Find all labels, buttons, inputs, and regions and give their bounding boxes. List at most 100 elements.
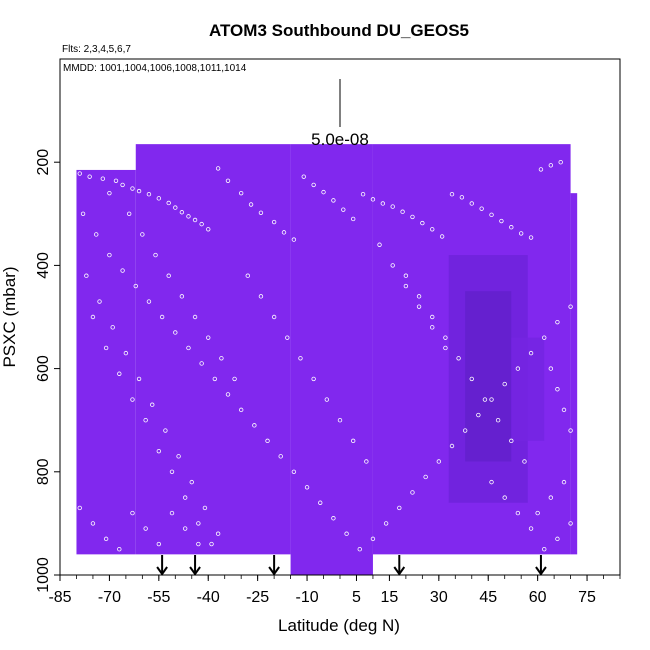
data-point — [397, 505, 402, 511]
data-point — [80, 211, 86, 216]
data-point — [555, 536, 560, 542]
data-point — [248, 202, 254, 207]
heatmap-cell — [290, 144, 373, 575]
data-point — [136, 376, 142, 382]
data-point — [77, 505, 82, 511]
data-point — [528, 526, 534, 531]
data-point — [271, 219, 277, 225]
data-point — [357, 547, 362, 552]
data-point — [156, 448, 162, 454]
data-point — [100, 176, 106, 181]
data-point — [509, 438, 514, 444]
data-point — [331, 198, 336, 203]
data-point — [238, 407, 244, 413]
data-point — [304, 485, 310, 490]
y-tick-label: 600 — [35, 355, 52, 382]
data-point — [232, 376, 237, 382]
data-point — [370, 197, 376, 202]
data-point — [87, 174, 92, 179]
data-point — [143, 418, 148, 423]
data-point — [179, 210, 185, 215]
data-point — [456, 356, 461, 361]
flights-note: Flts: 2,3,4,5,6,7 — [62, 44, 131, 55]
data-point — [219, 356, 224, 361]
data-point — [215, 531, 221, 536]
data-point — [265, 438, 270, 444]
data-point — [212, 376, 218, 382]
data-point — [561, 479, 567, 485]
data-point — [143, 526, 148, 531]
data-point — [169, 510, 175, 516]
data-point — [548, 366, 554, 371]
data-point — [146, 191, 152, 197]
data-point — [209, 541, 214, 547]
dates-note: MMDD: 1001,1004,1006,1008,1011,1014 — [63, 63, 247, 74]
data-point — [350, 438, 356, 444]
x-axis-label: Latitude (deg N) — [278, 616, 400, 635]
data-point — [482, 397, 488, 402]
x-tick-label: 30 — [430, 589, 448, 606]
data-point — [403, 273, 409, 278]
data-point — [495, 418, 501, 423]
data-point — [110, 325, 115, 330]
data-point — [337, 418, 343, 423]
data-point — [90, 314, 96, 320]
data-point — [130, 397, 135, 402]
data-point — [113, 178, 119, 183]
heatmap-cell — [570, 193, 578, 555]
data-point — [182, 495, 188, 500]
data-point — [103, 536, 109, 542]
flight-arrow-head — [189, 566, 201, 576]
data-point — [97, 299, 102, 304]
data-point — [341, 207, 346, 212]
data-point — [291, 469, 297, 474]
data-point — [130, 186, 135, 191]
data-point — [298, 356, 303, 361]
x-tick-label: 15 — [381, 589, 399, 606]
data-point — [192, 217, 198, 223]
data-point — [285, 335, 290, 340]
x-tick-label: 5 — [352, 589, 361, 606]
data-point — [499, 218, 504, 224]
data-point — [173, 330, 178, 335]
data-point — [522, 459, 527, 464]
data-point — [176, 454, 181, 459]
data-point — [489, 479, 494, 485]
data-point — [528, 235, 534, 240]
data-point — [535, 510, 540, 516]
y-axis: 200 400 600 800 1000 — [35, 149, 60, 593]
data-point — [403, 283, 409, 289]
data-point — [199, 361, 204, 366]
data-point — [173, 205, 178, 210]
data-point — [199, 221, 204, 227]
data-point — [281, 230, 287, 235]
data-point — [159, 314, 165, 320]
data-point — [258, 294, 264, 299]
data-point — [509, 225, 514, 230]
data-point — [528, 350, 534, 356]
data-point — [103, 345, 109, 351]
data-point — [515, 366, 521, 371]
data-point — [150, 402, 155, 407]
data-point — [153, 252, 158, 258]
data-point — [136, 188, 142, 194]
data-point — [311, 376, 316, 382]
data-point — [156, 541, 162, 547]
data-point — [225, 392, 231, 397]
data-point — [126, 211, 132, 216]
data-point — [189, 479, 194, 485]
data-point — [186, 345, 191, 351]
data-point — [469, 376, 474, 382]
scale-label: 5.0e-08 — [311, 130, 369, 149]
data-point — [120, 268, 125, 273]
data-point — [196, 521, 201, 526]
data-point — [206, 335, 211, 340]
data-point — [166, 273, 171, 278]
data-point — [133, 283, 138, 289]
x-tick-label: -85 — [48, 589, 71, 606]
data-point — [156, 196, 162, 201]
data-point — [196, 541, 201, 547]
data-point — [518, 231, 524, 236]
data-point — [123, 350, 129, 356]
